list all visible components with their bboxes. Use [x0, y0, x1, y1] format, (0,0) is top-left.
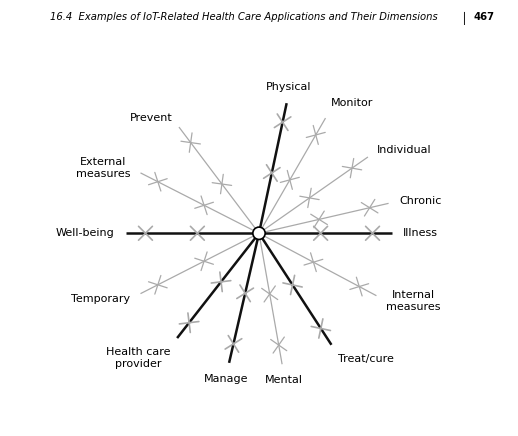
Text: Manage: Manage — [204, 374, 249, 384]
Text: Physical: Physical — [266, 82, 312, 92]
Circle shape — [253, 227, 265, 239]
Text: Chronic: Chronic — [400, 196, 442, 206]
Text: Individual: Individual — [377, 146, 432, 156]
Text: Illness: Illness — [404, 228, 438, 238]
Text: Health care
provider: Health care provider — [106, 347, 170, 368]
Text: Temporary: Temporary — [71, 294, 131, 304]
Text: Well-being: Well-being — [56, 228, 114, 238]
Text: External
measures: External measures — [76, 157, 131, 178]
Text: │: │ — [460, 12, 467, 25]
Text: Internal
measures: Internal measures — [386, 290, 441, 312]
Text: Treat/cure: Treat/cure — [338, 354, 394, 364]
Text: Prevent: Prevent — [130, 113, 172, 123]
Text: Monitor: Monitor — [331, 98, 373, 108]
Text: 16.4  Examples of IoT-Related Health Care Applications and Their Dimensions: 16.4 Examples of IoT-Related Health Care… — [50, 12, 437, 22]
Text: Mental: Mental — [265, 375, 303, 385]
Text: 467: 467 — [474, 12, 495, 22]
